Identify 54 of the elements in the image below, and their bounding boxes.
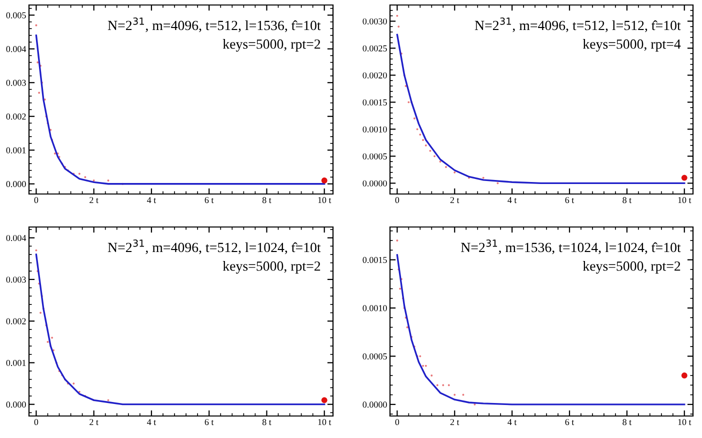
y-tick-label: 0.003 bbox=[6, 276, 26, 283]
y-tick-label: 0.001 bbox=[6, 360, 26, 366]
x-tick-label: 2 t bbox=[90, 197, 98, 204]
x-tick-label: 4 t bbox=[508, 419, 517, 426]
annotation: N=2$^{31}$, m=4096, t=512, l=1024, t̂=10t bbox=[108, 239, 321, 254]
y-tick-label: 0.0005 bbox=[362, 153, 387, 160]
y-tick-label: 0.0015 bbox=[362, 99, 387, 106]
y-tick-label: 0.0010 bbox=[362, 305, 387, 312]
annotation: keys=5000, rpt=2 bbox=[222, 261, 320, 274]
y-tick-label: 0.005 bbox=[6, 12, 26, 18]
x-tick-label: 4 t bbox=[508, 197, 517, 204]
annotation: N=2$^{31}$, m=4096, t=512, l=512, t̂=10t bbox=[474, 17, 681, 32]
x-tick-label: 2 t bbox=[90, 419, 98, 426]
y-tick-label: 0.0015 bbox=[362, 256, 387, 264]
y-tick-label: 0.000 bbox=[6, 401, 26, 408]
annotation: keys=5000, rpt=4 bbox=[582, 39, 681, 52]
y-tick-label: 0.0000 bbox=[362, 402, 387, 408]
x-tick-label: 8 t bbox=[622, 197, 632, 204]
y-tick-label: 0.001 bbox=[6, 147, 26, 154]
y-tick-label: 0.000 bbox=[6, 181, 26, 188]
x-tick-label: 0 bbox=[34, 419, 38, 426]
x-tick-label: 8 t bbox=[262, 197, 272, 204]
x-tick-label: 6 t bbox=[565, 419, 574, 426]
x-tick-label: 0 bbox=[34, 197, 38, 204]
x-tick-label: 4 t bbox=[147, 197, 156, 204]
x-tick-label: 6 t bbox=[204, 419, 214, 426]
annotation: N=2$^{31}$, m=1536, t=1024, l=1024, t̂=10t bbox=[461, 239, 681, 254]
x-tick-label: 0 bbox=[395, 419, 400, 426]
x-tick-label: 10 t bbox=[678, 197, 692, 204]
x-tick-label: 2 t bbox=[450, 419, 460, 426]
x-tick-label: 2 t bbox=[450, 197, 460, 204]
x-tick-label: 10 t bbox=[318, 197, 332, 204]
y-tick-label: 0.003 bbox=[6, 80, 26, 86]
y-tick-label: 0.004 bbox=[6, 234, 26, 242]
x-tick-label: 10 t bbox=[678, 419, 692, 426]
y-tick-label: 0.0010 bbox=[362, 126, 387, 132]
x-tick-label: 6 t bbox=[565, 197, 574, 204]
x-tick-label: 4 t bbox=[147, 419, 156, 426]
annotation: keys=5000, rpt=2 bbox=[582, 261, 680, 274]
y-tick-label: 0.0025 bbox=[362, 45, 387, 52]
x-tick-label: 8 t bbox=[622, 419, 632, 426]
y-tick-label: 0.0030 bbox=[362, 18, 387, 24]
annotation: N=2$^{31}$, m=4096, t=512, l=1536, t̂=10t bbox=[108, 17, 321, 32]
x-tick-label: 0 bbox=[395, 197, 400, 204]
annotation: keys=5000, rpt=2 bbox=[222, 39, 320, 52]
y-tick-label: 0.004 bbox=[6, 46, 26, 52]
y-tick-label: 0.002 bbox=[6, 114, 26, 120]
y-tick-label: 0.0005 bbox=[362, 353, 387, 360]
y-tick-label: 0.0000 bbox=[362, 180, 387, 186]
x-tick-label: 10 t bbox=[318, 419, 332, 426]
y-tick-label: 0.0020 bbox=[362, 72, 387, 78]
y-tick-label: 0.002 bbox=[6, 318, 26, 324]
x-tick-label: 6 t bbox=[204, 197, 214, 204]
x-tick-label: 8 t bbox=[262, 419, 272, 426]
